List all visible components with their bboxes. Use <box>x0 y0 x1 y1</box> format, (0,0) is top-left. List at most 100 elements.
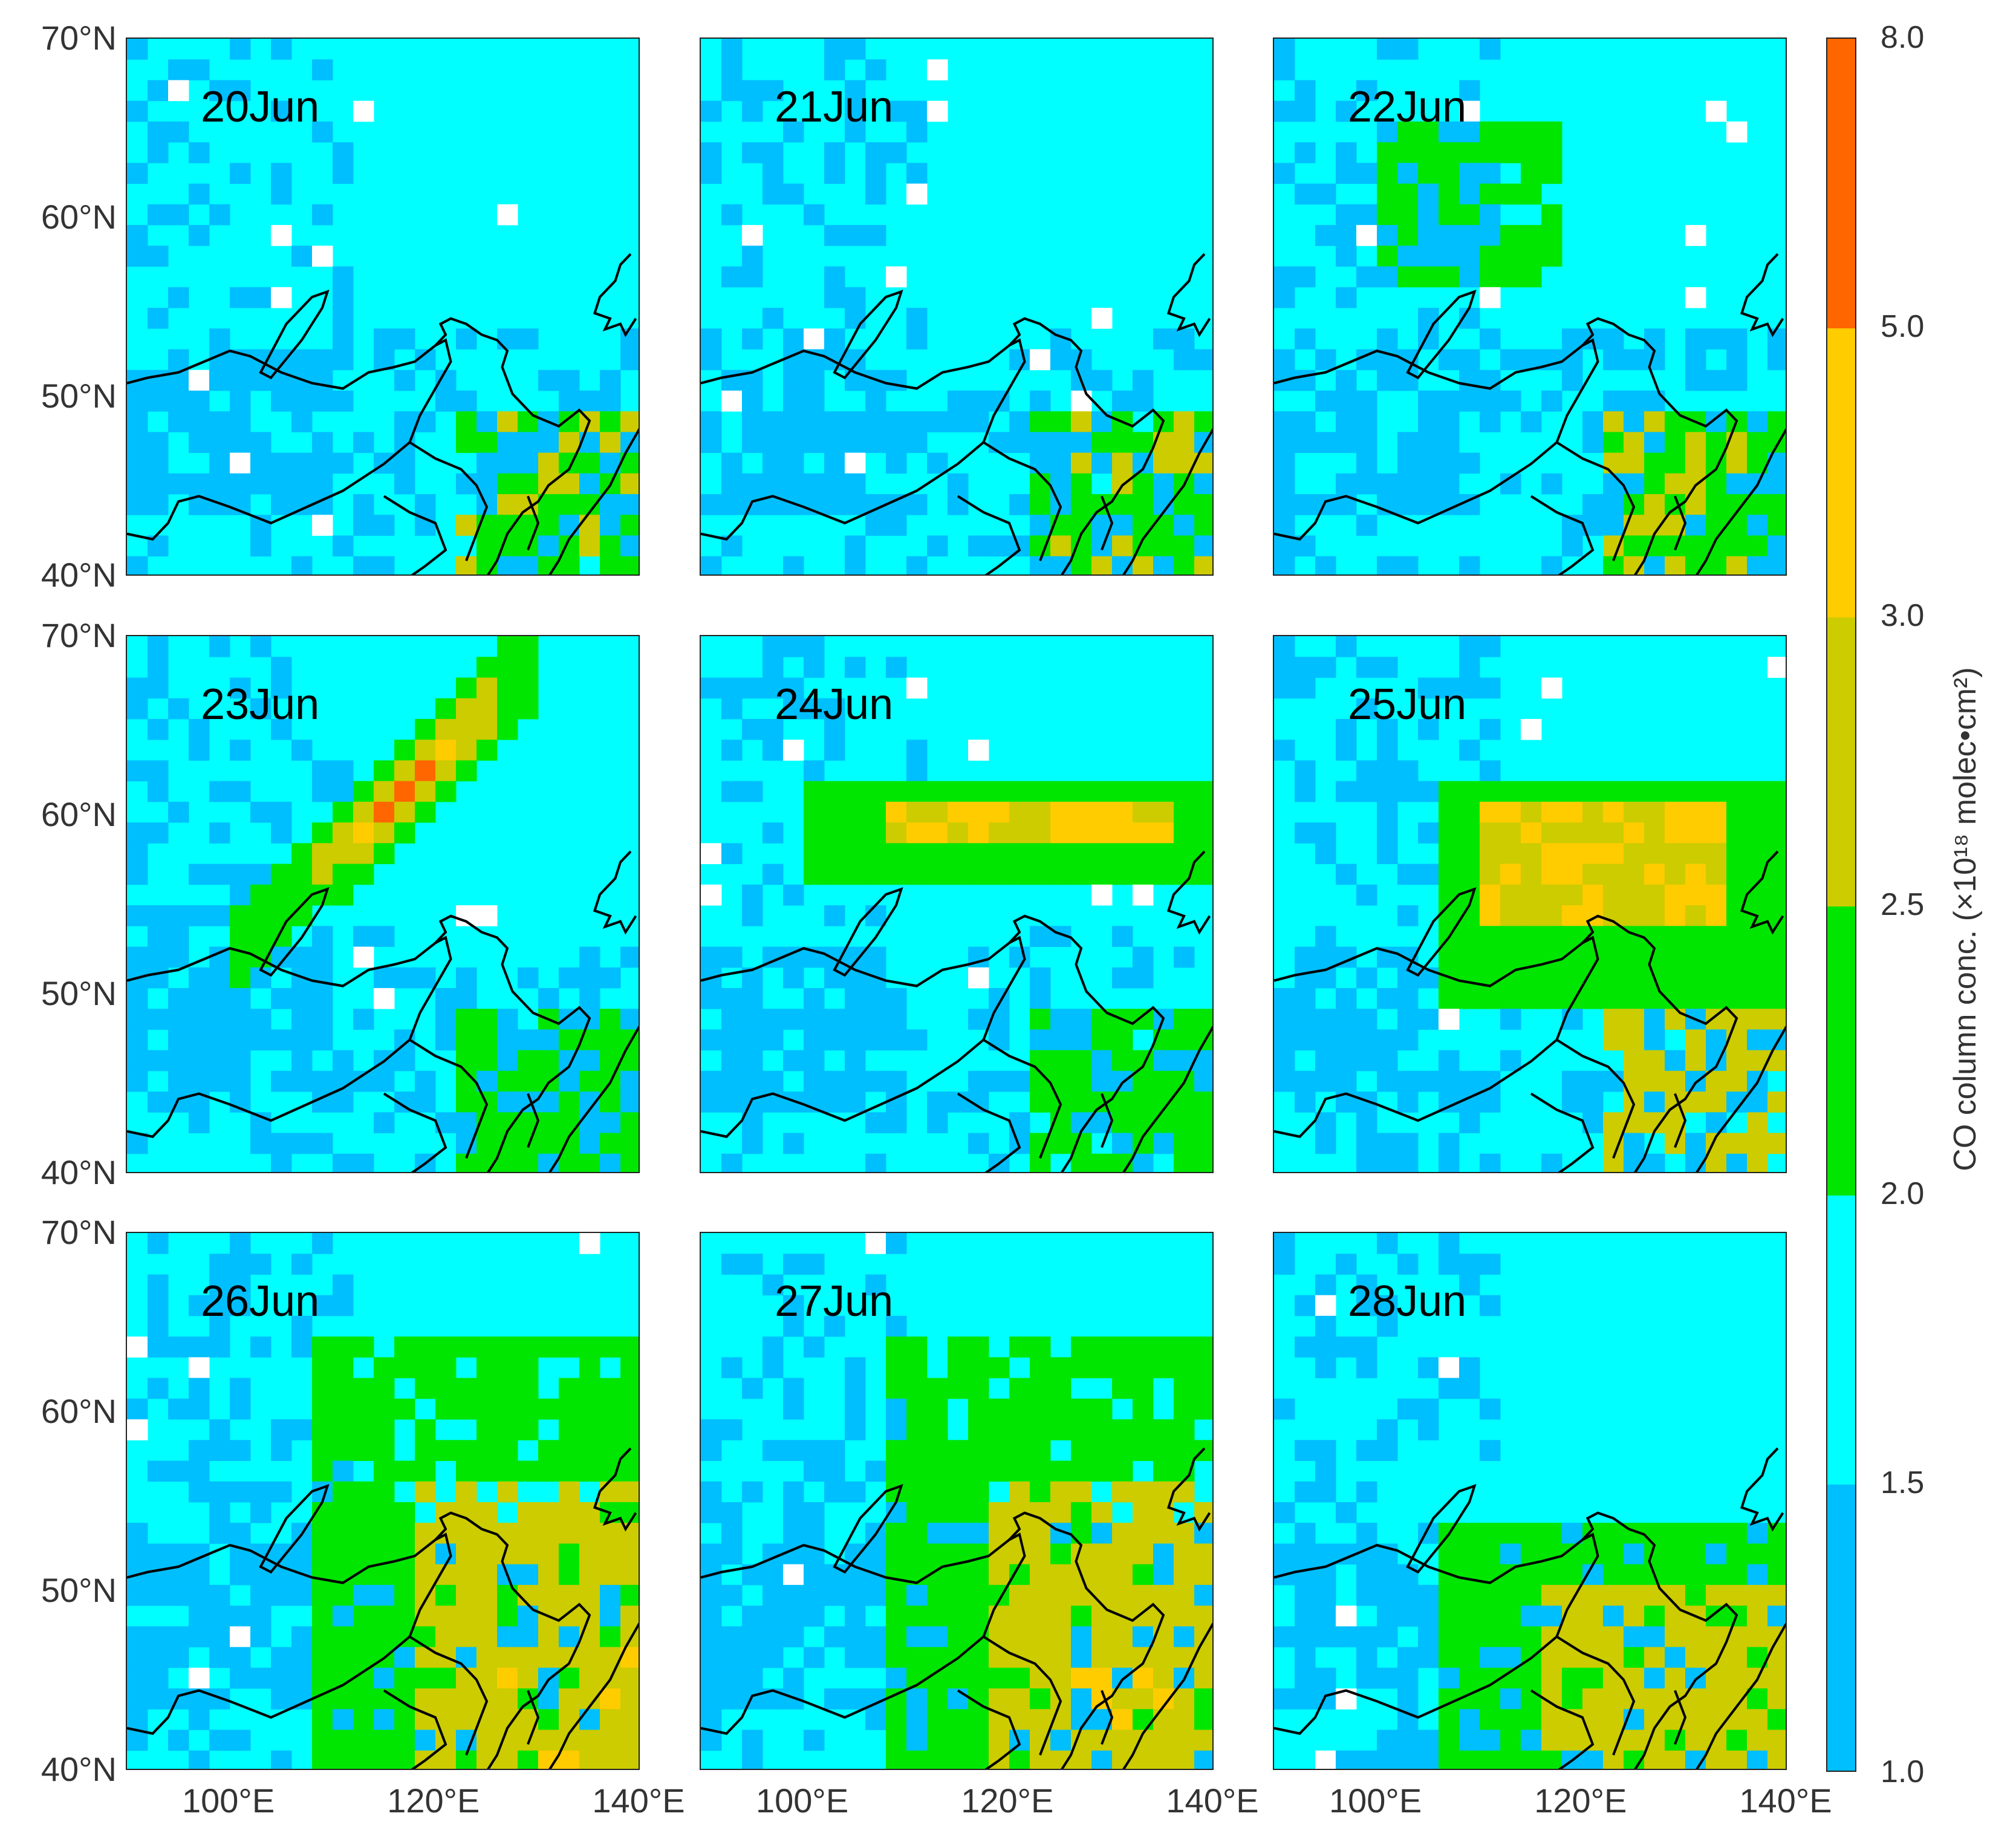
grid-cell <box>783 636 804 657</box>
grid-cell <box>1194 864 1212 885</box>
grid-cell <box>476 1357 498 1379</box>
grid-cell <box>1315 1667 1336 1689</box>
grid-cell <box>1747 1523 1768 1544</box>
grid-cell <box>1356 452 1377 474</box>
grid-cell <box>1194 1502 1212 1523</box>
grid-cell <box>1295 1295 1316 1316</box>
grid-cell <box>1071 1606 1092 1627</box>
grid-cell <box>1500 142 1521 163</box>
grid-cell <box>230 1295 251 1316</box>
panel-date-label: 22Jun <box>1348 83 1467 131</box>
grid-cell <box>906 308 928 329</box>
y-tick-label: 50°N <box>41 1571 117 1609</box>
grid-cell <box>620 535 639 557</box>
grid-cell <box>374 1378 395 1399</box>
grid-cell <box>1521 1626 1542 1648</box>
grid-cell <box>763 1070 784 1092</box>
grid-cell <box>1418 308 1439 329</box>
grid-cell <box>1706 1564 1727 1586</box>
grid-cell <box>1336 636 1357 657</box>
grid-cell <box>886 452 907 474</box>
grid-cell <box>701 1667 722 1689</box>
grid-cell <box>1112 452 1133 474</box>
grid-cell <box>1030 1029 1051 1051</box>
grid-cell <box>1685 1564 1706 1586</box>
grid-cell <box>742 905 763 926</box>
grid-cell <box>189 1295 210 1316</box>
grid-cell <box>312 369 333 391</box>
grid-cell <box>1133 1750 1154 1769</box>
grid-cell <box>1726 967 1748 989</box>
grid-cell <box>968 1133 989 1154</box>
grid-cell <box>1706 1523 1727 1544</box>
grid-cell <box>1356 1029 1377 1051</box>
grid-cell <box>1071 1647 1092 1668</box>
grid-cell <box>804 1050 825 1072</box>
grid-cell <box>1459 864 1480 885</box>
grid-cell <box>1603 905 1624 926</box>
grid-cell <box>1315 1336 1336 1358</box>
grid-cell <box>721 1357 743 1379</box>
grid-cell <box>1397 1029 1419 1051</box>
grid-cell <box>1112 1440 1133 1461</box>
grid-cell <box>1356 1440 1377 1461</box>
grid-cell <box>1356 884 1377 906</box>
grid-cell <box>559 432 580 454</box>
grid-cell <box>865 1460 886 1482</box>
y-tick-label: 50°N <box>41 377 117 415</box>
grid-cell <box>476 1029 498 1051</box>
grid-cell <box>1685 1050 1706 1072</box>
grid-cell <box>127 1688 148 1710</box>
grid-cell <box>1644 988 1665 1009</box>
boundary-line <box>957 1092 1021 1172</box>
grid-cell <box>1767 535 1786 557</box>
grid-cell <box>1459 1564 1480 1586</box>
grid-cell <box>538 1029 559 1051</box>
grid-cell <box>1500 225 1521 246</box>
grid-cell <box>291 740 313 761</box>
grid-cell <box>1582 1543 1604 1565</box>
map-panel: 21Jun <box>700 37 1214 576</box>
grid-cell <box>1439 452 1460 474</box>
grid-cell <box>579 1667 600 1689</box>
grid-cell <box>1356 1336 1377 1358</box>
grid-cell <box>865 1029 886 1051</box>
grid-cell <box>1153 822 1174 844</box>
grid-cell <box>1624 905 1645 926</box>
grid-cell <box>1133 1112 1154 1133</box>
grid-cell <box>1194 349 1212 371</box>
grid-cell <box>1521 718 1542 740</box>
grid-cell <box>886 1029 907 1051</box>
grid-cell <box>1174 535 1195 557</box>
grid-cell <box>209 328 230 350</box>
grid-cell <box>721 266 743 288</box>
grid-cell <box>886 1606 907 1627</box>
grid-cell <box>374 801 395 823</box>
grid-cell <box>1767 1709 1786 1730</box>
grid-cell <box>906 556 928 574</box>
grid-cell <box>1685 1029 1706 1051</box>
grid-cell <box>209 204 230 226</box>
grid-cell <box>968 1647 989 1668</box>
grid-cell <box>518 1647 539 1668</box>
grid-cell <box>1685 1133 1706 1154</box>
grid-cell <box>1315 1606 1336 1627</box>
grid-cell <box>968 1523 989 1544</box>
grid-cell <box>1030 1709 1051 1730</box>
grid-cell <box>1030 1481 1051 1503</box>
grid-cell <box>1174 1606 1195 1627</box>
grid-cell <box>1418 677 1439 699</box>
grid-cell <box>271 1584 292 1606</box>
grid-cell <box>1459 163 1480 184</box>
grid-cell <box>1480 121 1501 143</box>
grid-cell <box>497 698 518 720</box>
grid-cell <box>271 884 292 906</box>
grid-cell <box>1071 411 1092 432</box>
grid-cell <box>1439 204 1460 226</box>
grid-cell <box>291 905 313 926</box>
grid-cell <box>948 473 969 495</box>
grid-cell <box>415 1357 436 1379</box>
grid-cell <box>1153 1357 1174 1379</box>
grid-cell <box>415 1419 436 1440</box>
grid-cell <box>1439 1050 1460 1072</box>
